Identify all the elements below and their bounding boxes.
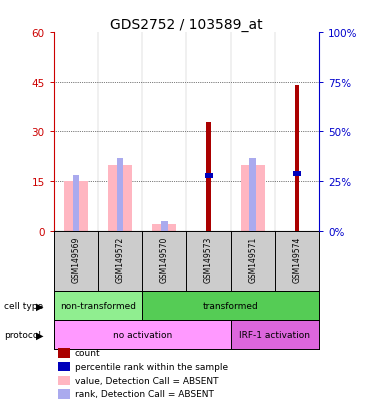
Bar — [64, 182, 88, 231]
Text: rank, Detection Call = ABSENT: rank, Detection Call = ABSENT — [75, 389, 214, 399]
Bar — [142, 291, 319, 320]
Text: GSM149574: GSM149574 — [292, 236, 302, 282]
Text: GSM149570: GSM149570 — [160, 236, 169, 282]
Text: transformed: transformed — [203, 301, 259, 310]
Text: GSM149573: GSM149573 — [204, 236, 213, 282]
Text: GSM149571: GSM149571 — [248, 236, 257, 282]
Bar — [152, 225, 177, 231]
Bar — [206, 122, 211, 231]
Bar — [249, 159, 256, 231]
Text: ▶: ▶ — [36, 330, 43, 339]
Text: non-transformed: non-transformed — [60, 301, 136, 310]
Bar — [54, 320, 231, 349]
Text: GSM149572: GSM149572 — [116, 236, 125, 282]
Text: protocol: protocol — [4, 330, 41, 339]
Bar — [54, 291, 142, 320]
Text: count: count — [75, 349, 101, 358]
Title: GDS2752 / 103589_at: GDS2752 / 103589_at — [110, 18, 263, 32]
Bar — [293, 171, 301, 176]
Bar — [161, 221, 168, 231]
Text: no activation: no activation — [112, 330, 172, 339]
Text: IRF-1 activation: IRF-1 activation — [239, 330, 311, 339]
Bar — [204, 173, 213, 178]
Text: cell type: cell type — [4, 301, 43, 310]
Text: ▶: ▶ — [36, 301, 43, 311]
Bar — [73, 175, 79, 231]
Text: GSM149569: GSM149569 — [71, 236, 81, 282]
Bar — [231, 320, 319, 349]
Bar — [240, 165, 265, 231]
Text: percentile rank within the sample: percentile rank within the sample — [75, 362, 228, 371]
Bar — [117, 159, 124, 231]
Bar — [295, 86, 299, 231]
Bar — [108, 165, 132, 231]
Text: value, Detection Call = ABSENT: value, Detection Call = ABSENT — [75, 376, 219, 385]
